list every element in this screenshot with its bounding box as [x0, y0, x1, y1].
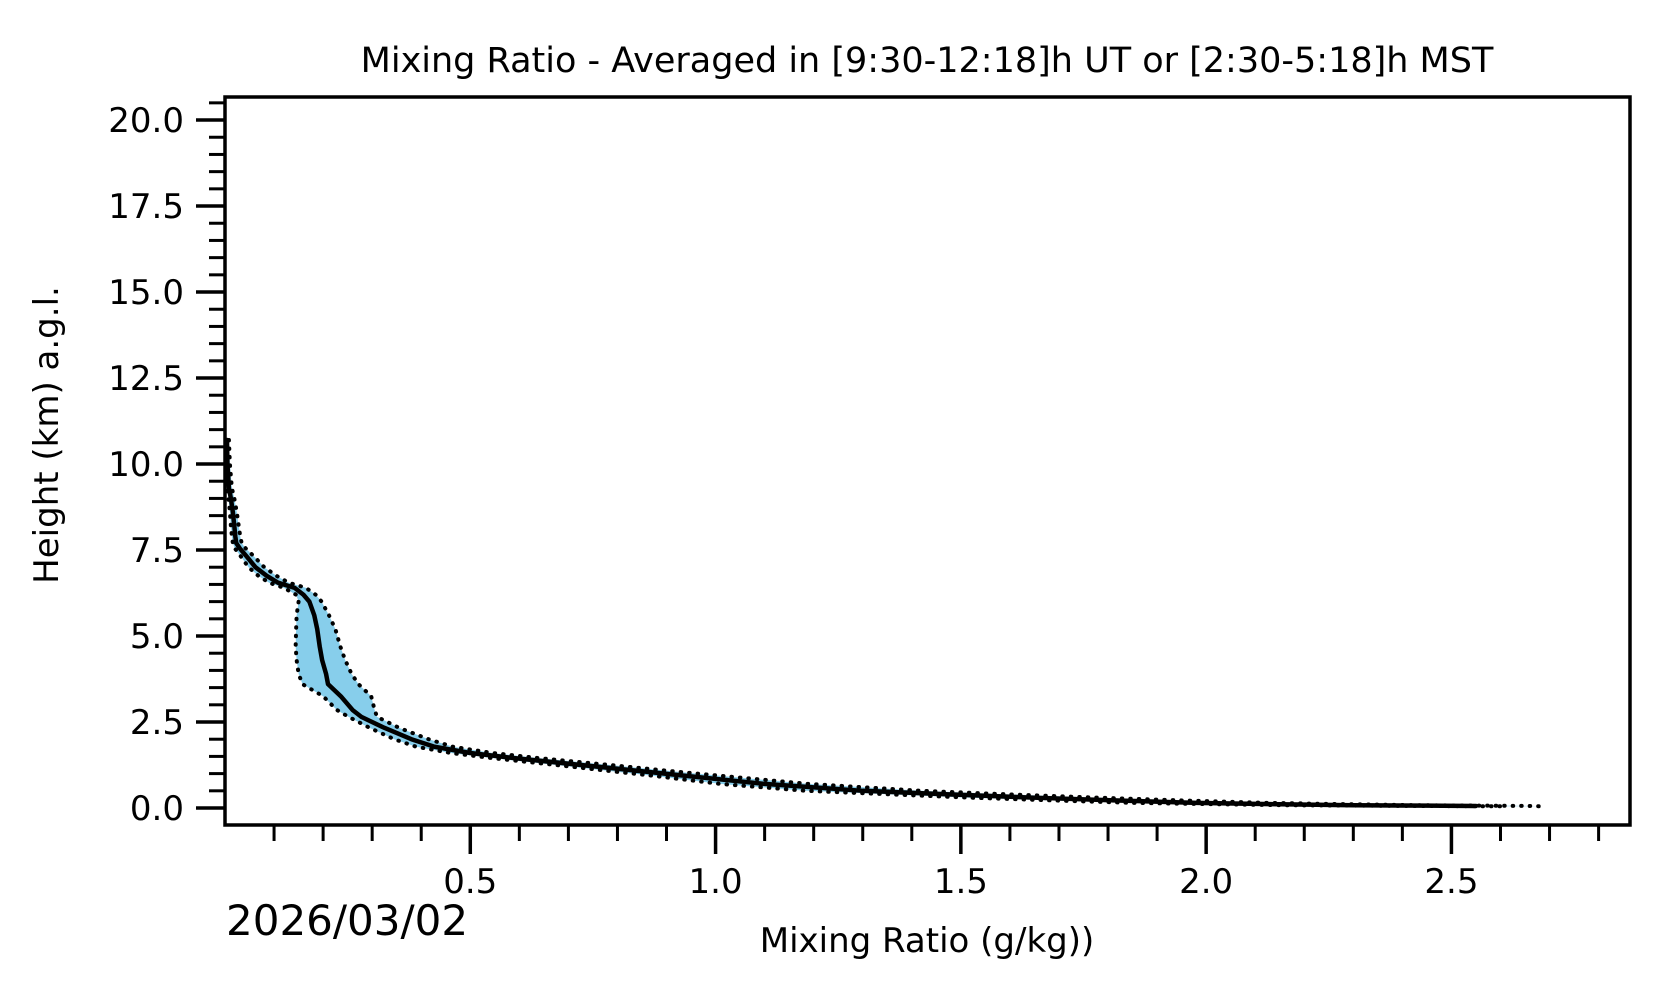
mean-line	[224, 437, 1479, 809]
band-lower-dotted-edge	[223, 437, 1503, 809]
y-tick-label: 12.5	[108, 359, 184, 399]
x-tick-label: 2.0	[1179, 862, 1233, 902]
chart-title: Mixing Ratio - Averaged in [9:30-12:18]h…	[361, 41, 1494, 81]
x-tick-label: 1.0	[689, 862, 743, 902]
x-tick-label: 2.5	[1424, 862, 1478, 902]
x-tick-label: 0.5	[443, 862, 497, 902]
date-annotation: 2026/03/02	[226, 896, 468, 945]
axis-ticks	[196, 101, 1601, 854]
band-upper-dotted-edge	[226, 437, 1542, 809]
uncertainty-band	[223, 437, 1542, 809]
y-tick-label: 15.0	[108, 273, 184, 313]
y-tick-label: 5.0	[130, 617, 184, 657]
y-tick-label: 7.5	[130, 531, 184, 571]
axis-tick-labels: 0.5 1.0 1.5 2.0 2.5 0.0 2.5 5.0 7.5 10.0 12.5 15.0 1…	[108, 101, 1478, 902]
y-axis-label: Height (km) a.g.l.	[27, 286, 67, 584]
y-tick-label: 17.5	[108, 187, 184, 227]
y-tick-label: 2.5	[130, 703, 184, 743]
x-tick-label: 1.5	[934, 862, 988, 902]
y-tick-label: 10.0	[108, 445, 184, 485]
plot-border	[223, 95, 1632, 827]
mean-profile-line	[224, 437, 1479, 809]
y-tick-label: 0.0	[130, 789, 184, 829]
y-tick-label: 20.0	[108, 101, 184, 141]
x-axis-label: Mixing Ratio (g/kg))	[760, 921, 1095, 961]
